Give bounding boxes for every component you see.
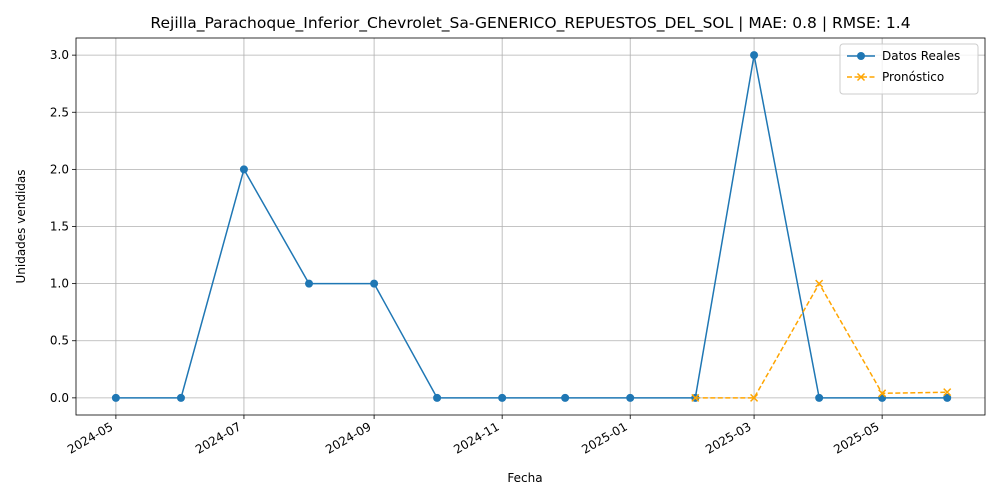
y-tick-label: 1.0 xyxy=(50,277,69,291)
data-point xyxy=(815,393,824,402)
data-point xyxy=(750,51,759,60)
y-tick-label: 0.0 xyxy=(50,391,69,405)
x-tick-label: 2025-05 xyxy=(831,419,881,456)
data-point xyxy=(176,393,185,402)
series-group xyxy=(111,51,952,402)
y-tick-label: 0.5 xyxy=(50,334,69,348)
y-tick-label: 3.0 xyxy=(50,48,69,62)
y-tick-label: 1.5 xyxy=(50,220,69,234)
data-point xyxy=(691,393,700,402)
series-line-0 xyxy=(115,54,948,399)
x-tick-label: 2024-05 xyxy=(65,419,115,456)
legend: Datos Reales Pronóstico xyxy=(839,43,979,95)
chart-title: Rejilla_Parachoque_Inferior_Chevrolet_Sa… xyxy=(150,14,910,33)
x-tick-label: 2025-01 xyxy=(579,419,629,456)
data-point xyxy=(815,279,824,288)
legend-label-datos-reales: Datos Reales xyxy=(882,49,960,63)
legend-label-pronostico: Pronóstico xyxy=(882,70,944,84)
x-tick-label: 2025-03 xyxy=(703,419,753,456)
data-point xyxy=(943,388,952,397)
data-point xyxy=(370,279,379,288)
data-point xyxy=(305,279,314,288)
data-point xyxy=(943,393,952,402)
y-tick-label: 2.5 xyxy=(50,105,69,119)
data-point xyxy=(626,393,635,402)
y-axis-label: Unidades vendidas xyxy=(14,169,28,283)
x-tick-label: 2024-09 xyxy=(323,419,373,456)
data-point xyxy=(111,393,120,402)
data-point xyxy=(750,393,759,402)
data-point xyxy=(561,393,570,402)
legend-marker-datos-reales xyxy=(857,52,865,60)
data-point xyxy=(498,393,507,402)
data-point xyxy=(433,393,442,402)
x-axis-label: Fecha xyxy=(507,471,542,485)
x-tick-label: 2024-07 xyxy=(193,419,243,456)
data-point xyxy=(878,389,887,398)
x-tick-label: 2024-11 xyxy=(451,419,501,456)
y-tick-label: 2.0 xyxy=(50,162,69,176)
legend-marker-pronostico xyxy=(856,72,866,82)
data-point xyxy=(239,165,248,174)
